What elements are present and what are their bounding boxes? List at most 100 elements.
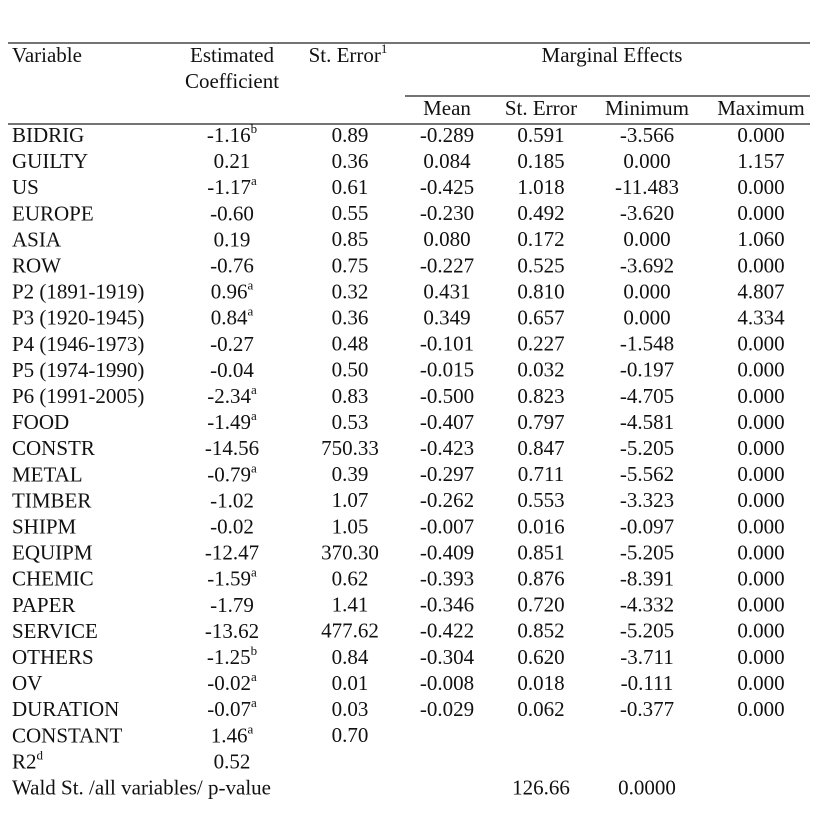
- variable: TIMBER: [12, 488, 91, 512]
- marginal-min: -3.566: [620, 123, 674, 147]
- marginal-mean: 0.349: [423, 306, 470, 330]
- variable-value: P5 (1974-1990): [12, 358, 144, 382]
- marginal-me_se: 126.66: [512, 775, 570, 799]
- marginal-max: 1.060: [737, 227, 784, 251]
- marginal-me_se: 0.062: [517, 697, 564, 721]
- st-error: 0.50: [332, 358, 369, 382]
- marginal-min: -0.197: [620, 358, 674, 382]
- variable: P3 (1920-1945): [12, 306, 144, 330]
- marginal-max: 0.000: [737, 697, 784, 721]
- st-error: 370.30: [321, 540, 379, 564]
- marginal-mean: -0.230: [420, 201, 474, 225]
- variable-value: TIMBER: [12, 488, 91, 512]
- coefficient-note: a: [251, 565, 257, 580]
- marginal-mean: -0.227: [420, 253, 474, 277]
- marginal-mean: -0.008: [420, 671, 474, 695]
- coefficient: -0.60: [210, 201, 254, 225]
- marginal-me_se: 0.620: [517, 645, 564, 669]
- st-error: 0.61: [332, 175, 369, 199]
- header-max: Maximum: [717, 96, 805, 120]
- marginal-max: 0.000: [737, 436, 784, 460]
- marginal-min: 0.0000: [618, 775, 676, 799]
- coefficient: -2.34a: [207, 382, 257, 408]
- header-coef: Estimated: [190, 43, 274, 67]
- variable: FOOD: [12, 410, 69, 434]
- coefficient-value: 0.52: [214, 749, 251, 773]
- variable-value: CHEMIC: [12, 567, 94, 591]
- st-error: 750.33: [321, 436, 379, 460]
- variable-value: DURATION: [12, 697, 119, 721]
- st-error: 0.36: [332, 306, 369, 330]
- st-error: 0.83: [332, 384, 369, 408]
- marginal-max: 0.000: [737, 671, 784, 695]
- marginal-min: -3.323: [620, 488, 674, 512]
- variable: DURATION: [12, 697, 119, 721]
- marginal-min: -4.705: [620, 384, 674, 408]
- variable-value: FOOD: [12, 410, 69, 434]
- marginal-min: -5.205: [620, 436, 674, 460]
- marginal-min: 0.000: [623, 149, 670, 173]
- marginal-min: -5.205: [620, 540, 674, 564]
- marginal-mean: -0.346: [420, 593, 474, 617]
- coefficient-note: a: [247, 304, 253, 319]
- coefficient: -13.62: [205, 619, 259, 643]
- marginal-me_se: 0.823: [517, 384, 564, 408]
- coefficient-value: -12.47: [205, 540, 259, 564]
- variable-value: US: [12, 175, 39, 199]
- marginal-me_se: 0.227: [517, 332, 564, 356]
- marginal-me_se: 0.847: [517, 436, 564, 460]
- marginal-max: 4.334: [737, 306, 785, 330]
- coefficient: -1.25b: [207, 643, 257, 669]
- variable: EQUIPM: [12, 540, 93, 564]
- marginal-max: 0.000: [737, 514, 784, 538]
- variable: P4 (1946-1973): [12, 332, 144, 356]
- variable: P2 (1891-1919): [12, 279, 144, 303]
- variable-value: R2: [12, 749, 37, 773]
- marginal-mean: 0.431: [423, 279, 470, 303]
- variable: P6 (1991-2005): [12, 384, 144, 408]
- marginal-max: 0.000: [737, 201, 784, 225]
- coefficient: 0.96a: [211, 278, 254, 304]
- coefficient: -1.59a: [207, 565, 257, 591]
- coefficient-value: -1.16: [207, 123, 251, 147]
- marginal-me_se: 0.851: [517, 540, 564, 564]
- coefficient: 0.84a: [211, 304, 254, 330]
- variable-value: P3 (1920-1945): [12, 306, 144, 330]
- marginal-mean: -0.297: [420, 462, 474, 486]
- variable-value: EQUIPM: [12, 540, 93, 564]
- marginal-me_se: 1.018: [517, 175, 564, 199]
- marginal-max: 0.000: [737, 488, 784, 512]
- coefficient-value: -1.49: [207, 410, 251, 434]
- coefficient-note: a: [251, 382, 257, 397]
- st-error: 1.41: [332, 593, 369, 617]
- st-error: 477.62: [321, 619, 379, 643]
- variable: OV: [12, 671, 42, 695]
- marginal-me_se: 0.016: [517, 514, 564, 538]
- coefficient-value: -0.79: [207, 462, 251, 486]
- marginal-me_se: 0.810: [517, 279, 564, 303]
- marginal-me_se: 0.797: [517, 410, 564, 434]
- coefficient: 0.21: [214, 149, 251, 173]
- coefficient-value: 0.96: [211, 279, 248, 303]
- header-se-note: 1: [381, 41, 388, 56]
- marginal-max: 4.807: [737, 279, 784, 303]
- marginal-mean: -0.422: [420, 619, 474, 643]
- st-error: 0.84: [332, 645, 369, 669]
- marginal-mean: -0.015: [420, 358, 474, 382]
- marginal-max: 0.000: [737, 645, 784, 669]
- st-error: 0.55: [332, 201, 369, 225]
- marginal-mean: -0.262: [420, 488, 474, 512]
- marginal-me_se: 0.876: [517, 567, 564, 591]
- coefficient-note: a: [251, 695, 257, 710]
- variable: P5 (1974-1990): [12, 358, 144, 382]
- st-error: 0.70: [332, 723, 369, 747]
- marginal-me_se: 0.852: [517, 619, 564, 643]
- marginal-mean: -0.007: [420, 514, 474, 538]
- marginal-mean: -0.423: [420, 436, 474, 460]
- marginal-mean: 0.084: [423, 149, 471, 173]
- marginal-max: 0.000: [737, 593, 784, 617]
- variable-value: P4 (1946-1973): [12, 332, 144, 356]
- variable-value: P6 (1991-2005): [12, 384, 144, 408]
